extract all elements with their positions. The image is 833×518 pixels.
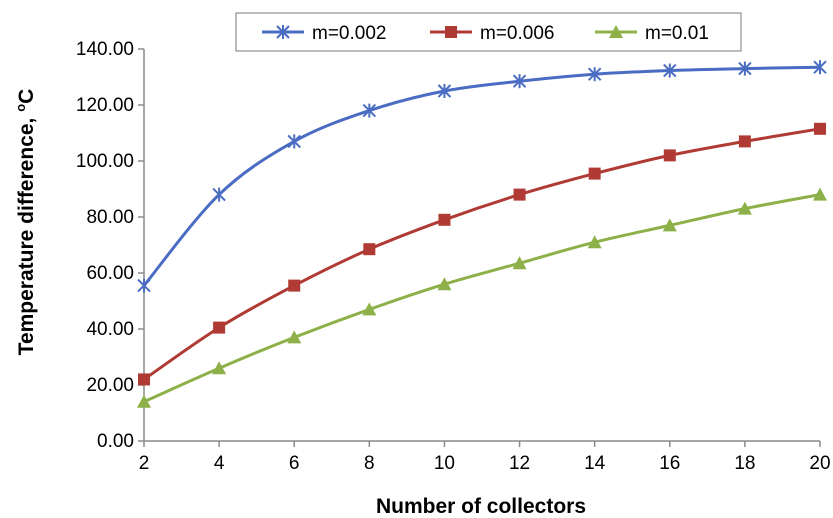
series-m-0-002: [137, 60, 827, 293]
y-tick-label: 100.00: [76, 151, 134, 172]
legend-label: m=0.006: [480, 23, 554, 44]
legend-box: [235, 12, 742, 52]
legend-marker: [609, 25, 623, 38]
data-point: [362, 103, 377, 118]
data-point: [663, 63, 677, 78]
legend-entry: m=0.006: [430, 23, 554, 44]
data-point: [587, 235, 602, 249]
x-tick-label: 4: [214, 453, 225, 474]
data-point: [287, 330, 302, 344]
legend-marker: [276, 25, 290, 39]
x-tick-label: 16: [659, 453, 680, 474]
y-tick-label: 20.00: [86, 375, 134, 396]
y-tick-label: 120.00: [76, 95, 134, 116]
data-point: [587, 67, 602, 82]
data-point: [213, 321, 226, 334]
data-point: [288, 279, 301, 292]
data-point: [512, 74, 527, 89]
x-tick-label: 2: [139, 453, 150, 474]
x-tick-label: 18: [734, 453, 755, 474]
series-m-0-01: [137, 187, 827, 408]
x-tick-label: 14: [584, 453, 606, 474]
data-point: [438, 213, 451, 226]
data-point: [362, 302, 377, 316]
data-point: [813, 187, 827, 201]
series-line: [143, 193, 821, 404]
data-point: [663, 149, 676, 162]
legend-entry: m=0.002: [262, 23, 386, 44]
y-tick-label: 60.00: [86, 263, 134, 284]
data-point: [212, 187, 226, 202]
x-tick-label: 8: [364, 453, 375, 474]
data-point: [513, 188, 526, 201]
legend-entry: m=0.01: [595, 23, 709, 44]
legend: m=0.002 m=0.006 m=0.01: [235, 12, 742, 52]
data-point: [738, 61, 752, 76]
data-point: [437, 84, 452, 98]
data-point: [737, 201, 752, 215]
x-tick-label: 12: [509, 453, 530, 474]
data-point: [212, 361, 227, 375]
data-point: [512, 256, 527, 270]
series-line: [143, 127, 821, 381]
data-point: [138, 373, 150, 386]
data-point: [437, 277, 452, 291]
data-point: [137, 394, 151, 408]
y-tick-label: 0.00: [97, 431, 134, 452]
y-axis-title-unit: C: [15, 89, 38, 104]
data-point: [738, 135, 751, 148]
x-axis-title: Number of collectors: [376, 495, 586, 518]
y-axis-title: Temperature difference, oC: [13, 89, 38, 356]
legend-label: m=0.002: [312, 23, 386, 44]
y-axis-title-sup: o: [13, 104, 28, 112]
x-tick-label: 20: [809, 453, 830, 474]
y-tick-label: 80.00: [86, 207, 134, 228]
y-tick-label: 140.00: [76, 39, 134, 60]
data-point: [813, 60, 827, 75]
legend-marker: [445, 26, 457, 38]
data-point: [814, 122, 826, 135]
data-point: [662, 218, 677, 232]
legend-label: m=0.01: [645, 23, 709, 44]
series-line: [142, 65, 821, 287]
x-tick-label: 10: [434, 453, 455, 474]
y-tick-label: 40.00: [86, 319, 134, 340]
data-point: [588, 167, 601, 180]
data-point: [363, 243, 376, 256]
data-point: [137, 278, 151, 293]
x-tick-label: 6: [289, 453, 300, 474]
y-axis-title-main: Temperature difference,: [15, 112, 38, 356]
data-point: [287, 134, 301, 149]
series-layer: [137, 60, 827, 408]
series-m-0-006: [138, 122, 826, 386]
axes: 0.00 20.00 40.00 60.00 80.00 100.00 120.00 140.…: [76, 39, 831, 474]
